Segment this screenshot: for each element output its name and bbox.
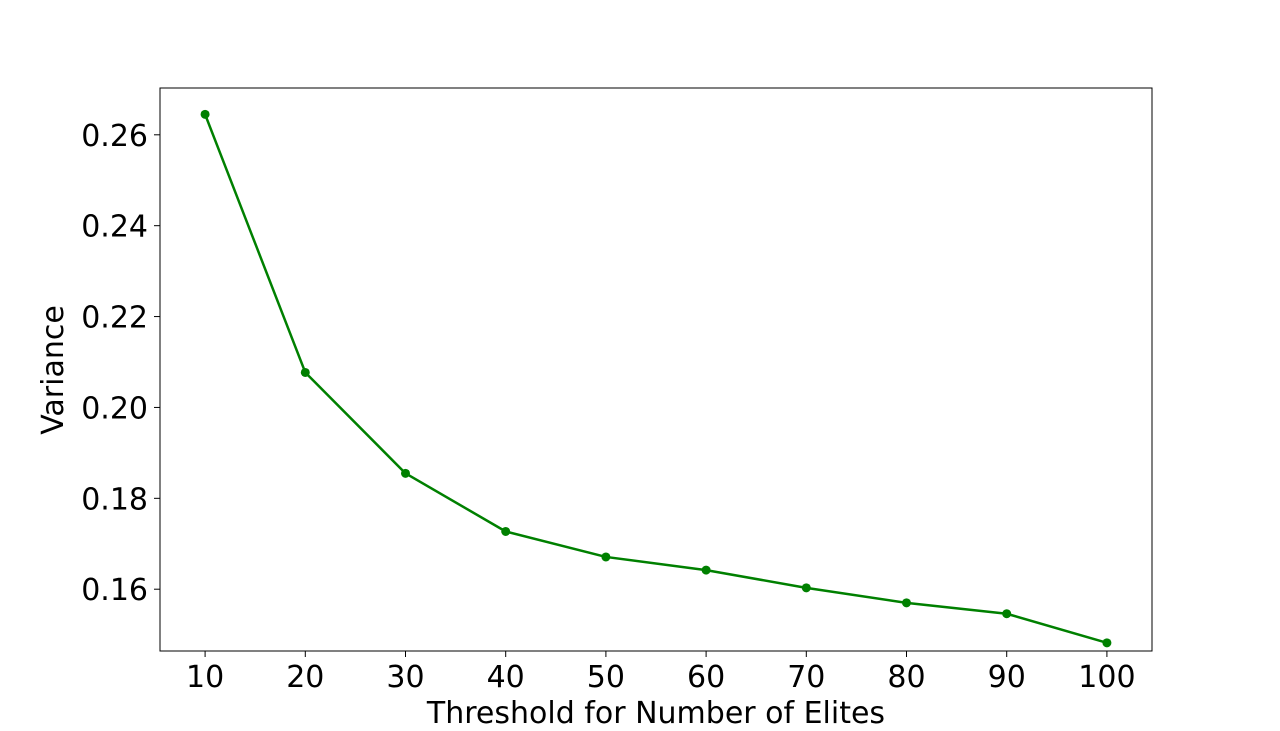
y-tick-label: 0.18 <box>81 482 148 517</box>
data-point <box>400 468 410 478</box>
x-tick-label: 60 <box>687 660 725 695</box>
x-tick-label: 50 <box>587 660 625 695</box>
data-point <box>300 367 310 377</box>
x-tick-label: 20 <box>286 660 324 695</box>
y-tick-label: 0.24 <box>81 210 148 245</box>
data-point <box>200 109 210 119</box>
data-point <box>601 552 611 562</box>
y-tick-label: 0.26 <box>81 119 148 154</box>
data-point <box>902 598 912 608</box>
plot-area-frame <box>159 87 1153 652</box>
data-point <box>701 565 711 575</box>
x-axis-label: Threshold for Number of Elites <box>426 696 885 731</box>
data-point <box>501 526 511 536</box>
data-point <box>1102 638 1112 648</box>
y-tick-label: 0.20 <box>81 391 148 426</box>
data-point <box>801 583 811 593</box>
y-tick-label: 0.16 <box>81 573 148 608</box>
x-tick-label: 70 <box>787 660 825 695</box>
series-line <box>203 113 1108 645</box>
x-tick-label: 100 <box>1078 660 1135 695</box>
x-tick-label: 10 <box>186 660 224 695</box>
y-tick-label: 0.22 <box>81 301 148 336</box>
x-tick-label: 30 <box>386 660 424 695</box>
x-tick-label: 40 <box>487 660 525 695</box>
x-tick-label: 90 <box>988 660 1026 695</box>
series-layer <box>200 109 1112 648</box>
x-tick-label: 80 <box>887 660 925 695</box>
data-point <box>1002 609 1012 619</box>
y-axis-ticks: 0.16 0.18 0.20 0.22 0.24 0.26 <box>81 119 160 608</box>
y-axis-label: Variance <box>36 305 71 435</box>
x-axis-ticks: 10 20 30 40 50 60 70 80 90 100 <box>186 651 1136 695</box>
